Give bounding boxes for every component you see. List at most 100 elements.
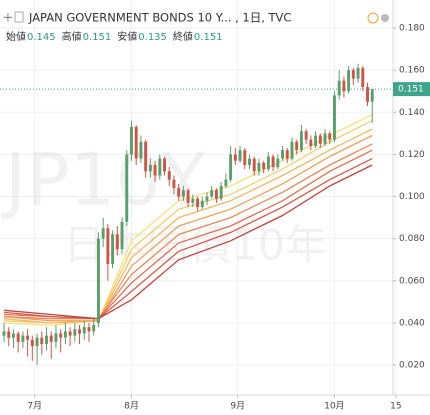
candle-body [35,337,39,347]
y-tick-label: 0.100 [399,192,425,202]
alert-icon[interactable] [367,12,379,24]
candle-body [59,333,63,338]
candle-body [366,87,369,102]
ribbon-line [3,128,373,324]
candle-body [78,329,82,334]
candle-body [285,150,289,159]
candle-body [120,221,124,250]
candle-body [96,238,100,323]
x-tick-label: 10月 [324,401,344,412]
candle-body [205,196,209,201]
ribbon-line [3,113,373,326]
ribbon-line [3,134,373,322]
candle-body [139,141,143,159]
candle-body [347,70,351,92]
legend-label: 始値 [6,30,26,43]
x-tick-label: 9月 [230,401,245,412]
candle-body [21,335,25,342]
candle-body [238,150,242,161]
y-tick-label: 0.180 [399,24,425,34]
candle-body [356,68,360,79]
candle-body [11,333,15,338]
candle-body [2,331,6,336]
candle-body [144,141,148,172]
candle-body [115,234,119,250]
candle-body [200,200,204,208]
candle-body [191,198,195,203]
candle-body [111,234,115,264]
candle-body [106,228,110,264]
candle-body [304,131,308,140]
candle-body [181,190,185,197]
candle-body [177,188,181,197]
candle-body [16,333,20,342]
y-tick-label: 0.060 [399,276,425,286]
candle-body [68,331,72,336]
candle-body [153,164,157,176]
candle-body [54,333,58,342]
candle-body [233,154,237,161]
candle-body [219,186,223,199]
candle-body [101,228,105,239]
candle-body [243,150,247,165]
y-tick-label: 0.080 [399,234,425,244]
candle-body [130,127,133,155]
candle-body [134,127,138,159]
grid [0,0,397,395]
candle-body [45,335,48,345]
y-tick-label: 0.040 [399,318,425,328]
add-icon[interactable]: + [3,11,14,26]
candle-body [82,327,86,334]
candle-body [318,135,322,144]
candle-body [328,133,332,140]
candle-body [262,162,266,170]
candle-body [158,158,162,176]
legend-label: 安値 [117,30,137,43]
candle-body [148,164,152,172]
legend-value: 0.145 [27,32,56,43]
status-icon[interactable] [381,14,389,22]
candle-body [271,156,275,168]
candle-body [314,135,318,146]
candle-body [163,158,166,172]
legend-value: 0.151 [83,32,112,43]
candle-body [229,154,233,180]
candle-body [266,156,270,170]
candle-body [309,139,313,146]
x-tick-label: 8月 [124,401,139,412]
plot [0,63,393,366]
candle-body [125,154,129,222]
candle-body [361,68,365,88]
candle-body [196,198,200,208]
candle-body [276,158,280,168]
candle-body [172,179,176,189]
candle-body [30,339,34,347]
candle-body [87,327,91,332]
legend-label: 高値 [62,30,82,43]
last-price-box [393,82,430,97]
ohlc-legend: 始値 0.145 高値 0.151 安値 0.135 終値 0.151 [6,30,223,43]
candle-body [295,141,299,151]
symbol-icon[interactable] [14,11,24,23]
candle-body [40,337,44,345]
ribbon-line [3,164,373,320]
y-tick-label: 0.120 [399,150,425,160]
candle-body [252,158,256,172]
y-tick-label: 0.140 [399,108,425,118]
candle-body [281,150,284,159]
candle-body [214,190,218,199]
x-tick-label: 15 [390,402,401,412]
candle-body [299,131,303,151]
candle-body [26,335,30,340]
candle-body [342,80,346,92]
candle-body [323,133,327,144]
ribbon-line [3,143,373,320]
x-tick-label: 7月 [27,401,42,412]
legend-value: 0.135 [138,32,167,43]
candle-body [332,95,336,140]
last-price-label: 0.151 [398,85,424,95]
y-tick-label: 0.160 [399,66,425,76]
axes: 0.020 0.040 0.060 0.080 0.100 0.120 0.140 0.160… [27,24,430,412]
